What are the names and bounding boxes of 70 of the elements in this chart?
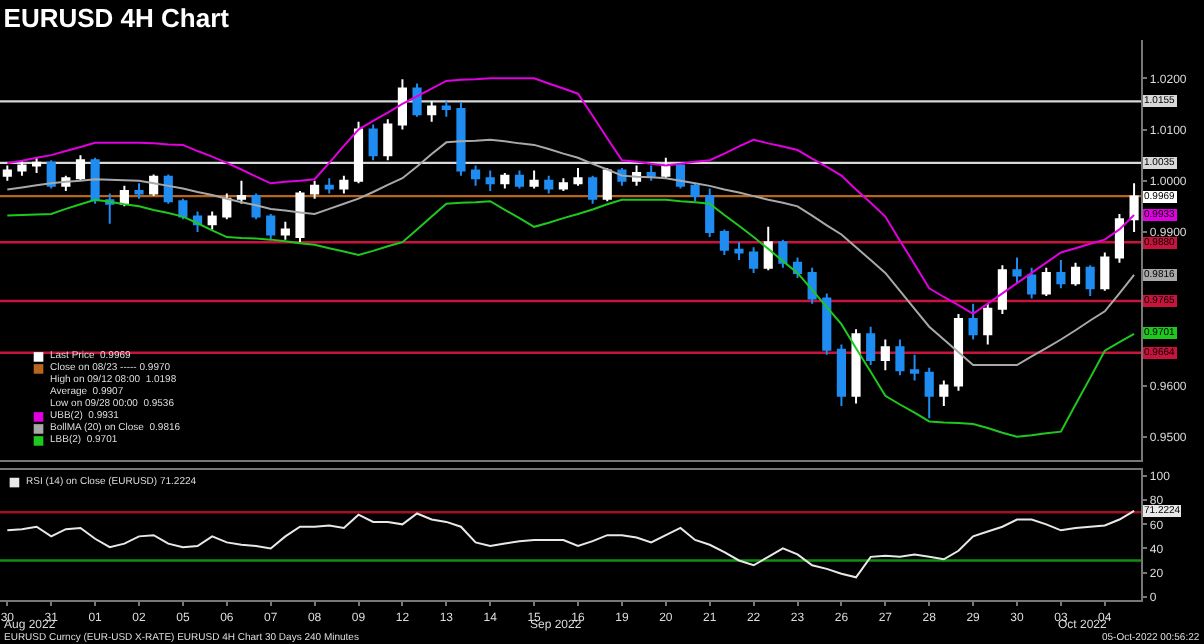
- candlestick: [310, 179, 320, 200]
- candlestick: [178, 197, 188, 221]
- candlestick: [353, 120, 364, 185]
- candlestick: [807, 266, 817, 305]
- candlestick: [1041, 266, 1051, 297]
- candlestick: [207, 210, 217, 231]
- candlestick: [485, 169, 495, 192]
- candlestick: [558, 177, 568, 192]
- candlestick: [32, 156, 42, 175]
- candlestick: [383, 118, 393, 162]
- candlestick: [880, 338, 890, 372]
- candlestick: [266, 213, 276, 241]
- candlestick: [368, 123, 378, 162]
- candlestick: [295, 189, 305, 244]
- candlestick: [997, 264, 1007, 315]
- line-series: [6, 509, 1136, 579]
- candlestick: [983, 302, 993, 346]
- candlestick: [412, 82, 422, 118]
- candlestick: [529, 169, 539, 190]
- candlestick: [1114, 213, 1125, 264]
- candlestick: [939, 379, 949, 408]
- candlestick: [895, 338, 905, 377]
- candlestick: [397, 78, 407, 131]
- candlestick: [500, 172, 510, 190]
- candlestick: [1012, 256, 1022, 285]
- candlestick: [1070, 261, 1081, 287]
- candlestick: [427, 100, 437, 123]
- candlestick: [134, 182, 144, 200]
- candlestick: [456, 101, 466, 177]
- candlestick: [851, 328, 861, 405]
- candlestick: [910, 353, 920, 382]
- candlestick: [836, 343, 846, 408]
- candlestick: [588, 174, 598, 205]
- candlestick: [719, 228, 729, 256]
- candlestick: [573, 166, 583, 187]
- candlestick: [602, 166, 612, 203]
- candlestick: [705, 187, 715, 239]
- line-series: [6, 77, 1136, 315]
- candlestick: [222, 192, 232, 221]
- candlestick: [953, 312, 964, 392]
- candlestick: [514, 169, 525, 190]
- candlestick: [968, 302, 978, 341]
- line-series: [6, 198, 1136, 438]
- candlestick: [251, 192, 261, 221]
- candlestick: [339, 174, 349, 195]
- candlestick: [778, 238, 788, 269]
- candlestick: [866, 325, 876, 367]
- candlestick: [2, 164, 12, 182]
- candlestick: [280, 220, 290, 241]
- candlestick: [822, 292, 832, 356]
- line-series: [6, 138, 1136, 367]
- candlestick: [690, 182, 700, 203]
- candlestick: [441, 100, 451, 118]
- candlestick: [544, 174, 554, 195]
- candlestick: [1100, 251, 1110, 292]
- candlestick: [471, 164, 481, 187]
- candlestick: [646, 164, 656, 182]
- candlestick: [734, 241, 744, 262]
- candlestick: [1085, 264, 1095, 297]
- candlestick: [749, 246, 759, 274]
- candlestick: [763, 225, 773, 272]
- candlestick: [236, 179, 247, 205]
- candlestick: [17, 159, 27, 177]
- candlestick: [1129, 182, 1139, 233]
- chart-title: EURUSD 4H Chart: [3, 3, 231, 34]
- candlestick: [1027, 266, 1037, 300]
- candlestick: [1056, 259, 1066, 290]
- candlestick: [75, 154, 86, 182]
- candlestick: [324, 177, 334, 195]
- candlestick: [924, 366, 934, 420]
